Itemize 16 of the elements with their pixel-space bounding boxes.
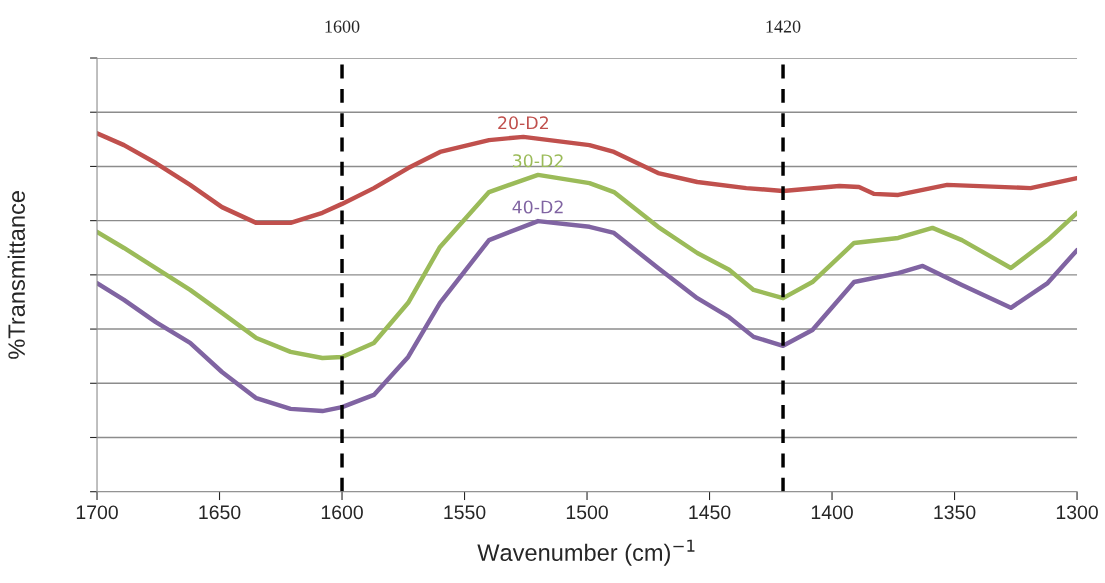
series-label: 20-D2	[498, 116, 548, 130]
x-tick-label: 1700	[76, 505, 118, 520]
x-tick-label: 1600	[321, 505, 363, 520]
y-axis-title: %Transmittance	[7, 191, 25, 359]
series-label: 30-D2	[512, 154, 563, 168]
x-tick-label: 1300	[1056, 505, 1098, 520]
x-tick-label: 1500	[566, 505, 608, 520]
x-tick-label: 1450	[689, 505, 731, 520]
x-tick-label: 1550	[444, 505, 486, 520]
x-tick-label: 1350	[934, 505, 976, 520]
series-label: 40-D2	[512, 200, 563, 214]
ref-line-label: 1420	[766, 20, 801, 33]
x-axis-title: Wavenumber (cm)$^{−1}$	[477, 539, 695, 566]
x-tick-label: 1650	[199, 505, 241, 520]
x-tick-label: 1400	[811, 505, 853, 520]
ref-line-label: 1600	[325, 20, 360, 33]
